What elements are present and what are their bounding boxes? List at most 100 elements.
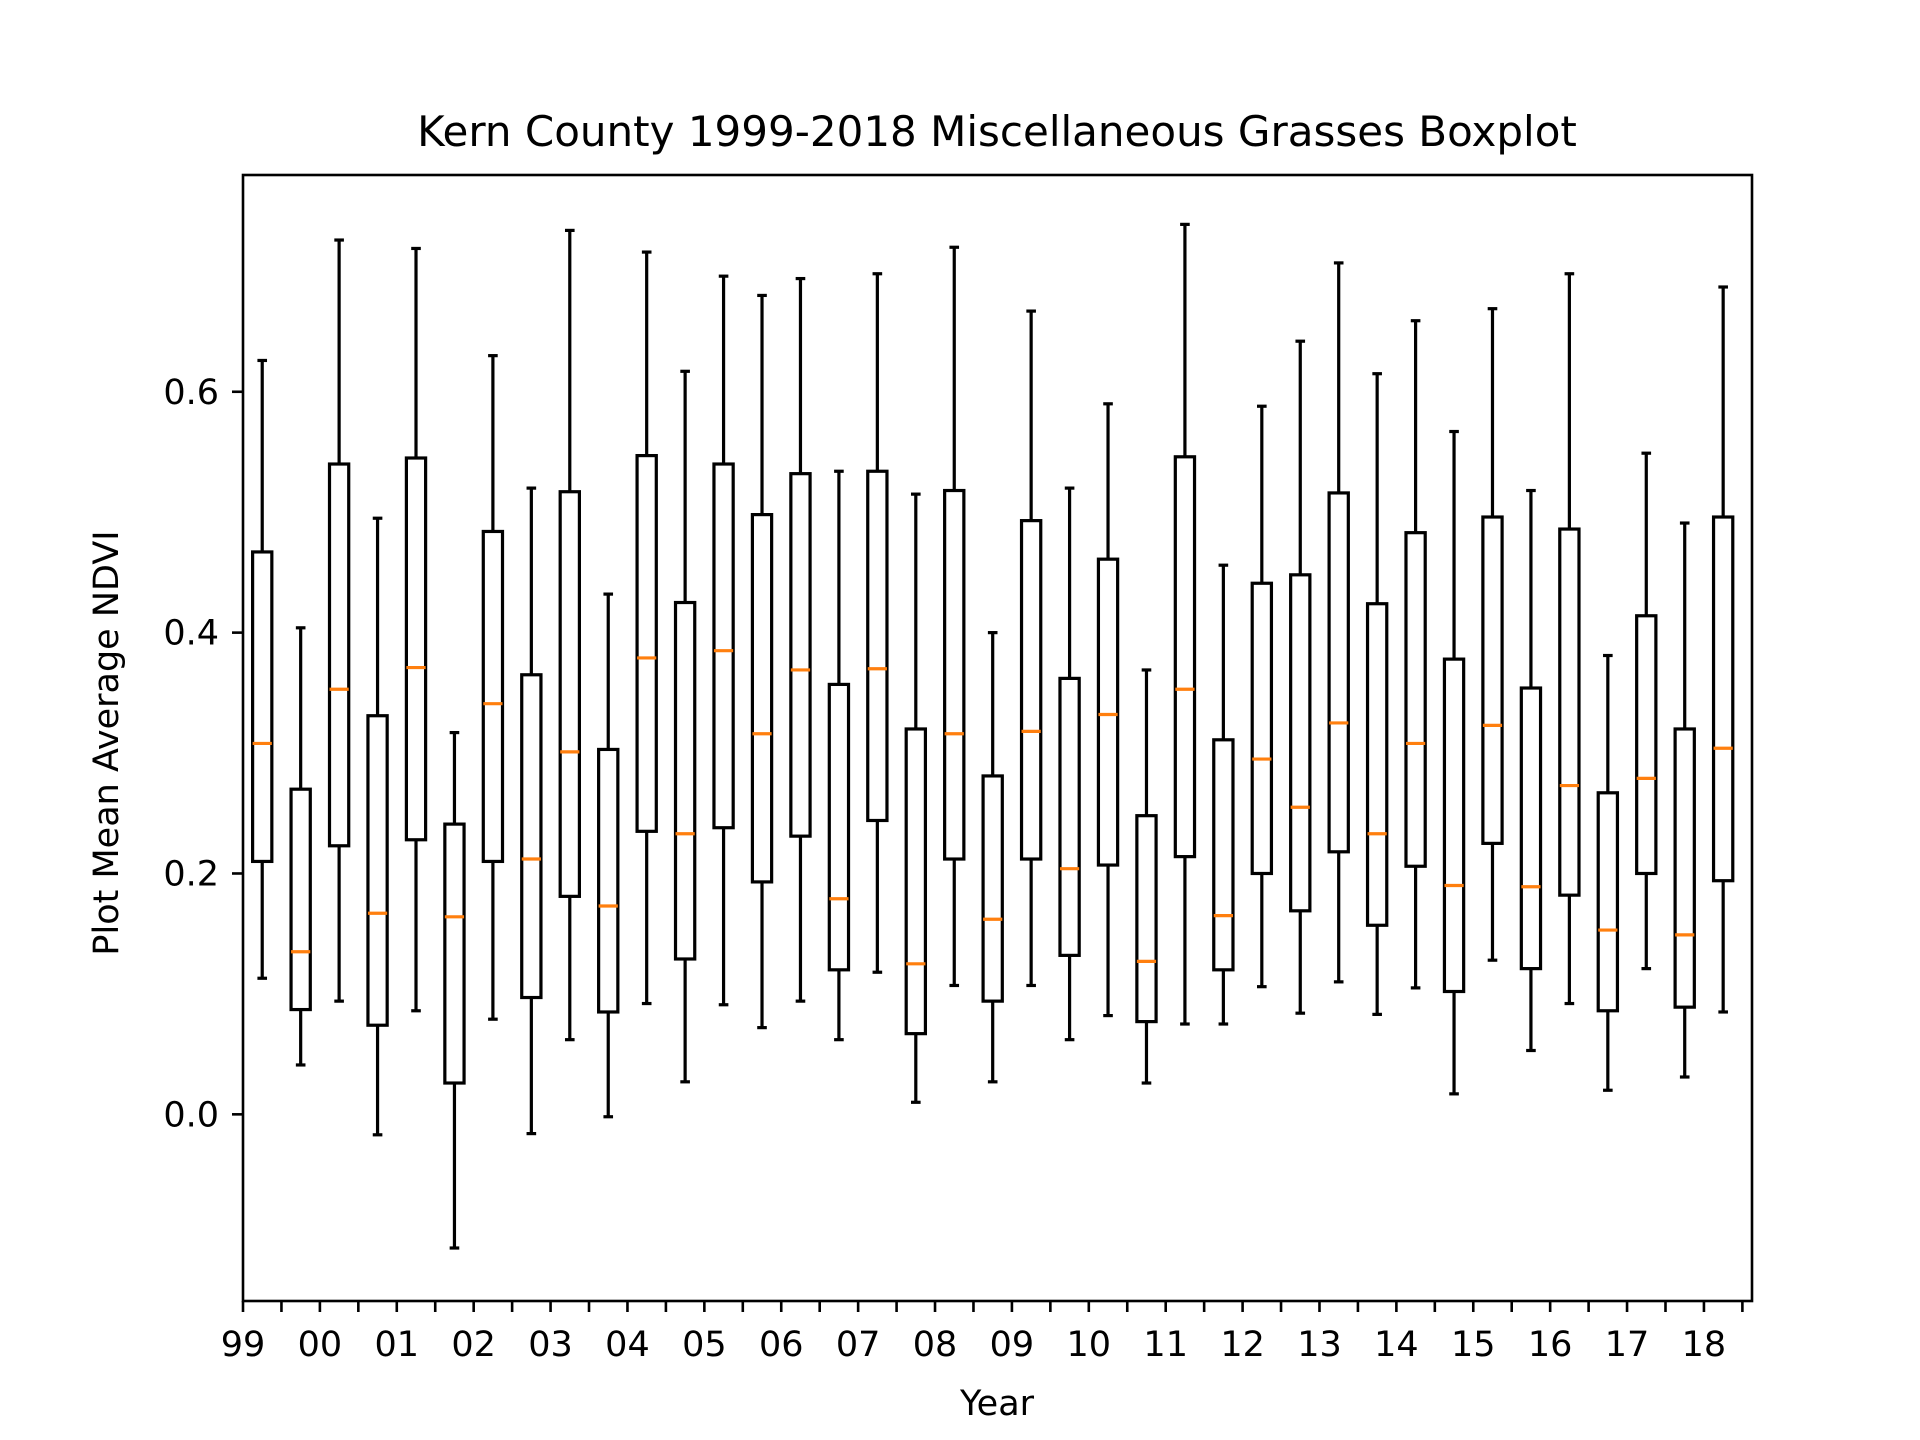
chart-title: Kern County 1999-2018 Miscellaneous Gras… [417, 107, 1577, 156]
iqr-box [981, 774, 1004, 1003]
iqr-box [366, 714, 389, 1027]
x-tick-label: 16 [1528, 1325, 1573, 1365]
iqr-box [289, 787, 312, 1012]
box-group [481, 354, 505, 1021]
x-tick-label: 09 [990, 1325, 1035, 1365]
box-group [981, 631, 1004, 1084]
iqr-box [1135, 814, 1158, 1024]
iqr-box [827, 682, 851, 972]
box-group [597, 592, 620, 1119]
plot-frame [241, 173, 1754, 1303]
box-group [673, 369, 697, 1084]
box-group [558, 228, 582, 1042]
iqr-box [1327, 491, 1350, 854]
iqr-box [481, 529, 505, 864]
x-tick-label: 11 [1143, 1325, 1188, 1365]
box-group [789, 276, 812, 1003]
x-tick-label: 00 [298, 1325, 343, 1365]
y-tick-label: 0.0 [163, 1095, 219, 1135]
x-tick-label: 06 [759, 1325, 804, 1365]
x-tick-label: 01 [375, 1325, 420, 1365]
box-group [1250, 404, 1274, 989]
box-group [1635, 451, 1658, 971]
iqr-box [789, 472, 812, 838]
box-group [1173, 222, 1197, 1026]
iqr-box [1711, 515, 1735, 883]
box-group [1019, 309, 1043, 988]
box-group [1135, 668, 1158, 1085]
x-tick-label: 99 [221, 1325, 266, 1365]
iqr-box [1519, 686, 1543, 971]
y-axis-title: Plot Mean Average NDVI [87, 530, 127, 955]
iqr-box [404, 456, 428, 842]
box-group [1365, 372, 1389, 1016]
axes-layer: 0.0 0.2 0.4 0.6 99 00 01 02 03 04 05 06 07 08 09 10 11 12… [163, 173, 1754, 1365]
box-group [520, 486, 543, 1136]
x-tick-label: 05 [682, 1325, 727, 1365]
box-group [635, 250, 658, 1006]
box-group [1558, 272, 1581, 1006]
iqr-box [520, 673, 543, 1000]
iqr-box [251, 550, 274, 864]
iqr-box [635, 453, 658, 833]
box-group [866, 272, 889, 974]
iqr-box [1019, 519, 1043, 861]
iqr-box [1289, 573, 1312, 913]
box-group [1519, 488, 1543, 1053]
x-tick-label: 18 [1682, 1325, 1727, 1365]
box-group [1596, 653, 1620, 1092]
box-group [366, 516, 389, 1137]
iqr-box [1404, 531, 1427, 868]
iqr-box [1212, 738, 1235, 972]
box-group [712, 274, 735, 1007]
x-tick-label: 13 [1297, 1325, 1342, 1365]
x-tick-label: 02 [451, 1325, 496, 1365]
box-group [1327, 261, 1350, 984]
box-group [827, 469, 851, 1042]
iqr-box [1558, 527, 1581, 897]
iqr-box [904, 727, 928, 1036]
iqr-box [1365, 602, 1389, 927]
iqr-box [866, 469, 889, 823]
x-tick-label: 17 [1605, 1325, 1650, 1365]
iqr-box [443, 822, 466, 1085]
x-tick-label: 15 [1451, 1325, 1496, 1365]
box-group [1442, 429, 1466, 1096]
x-tick-label: 04 [605, 1325, 650, 1365]
box-group [404, 246, 428, 1013]
y-tick-label: 0.6 [163, 373, 219, 413]
iqr-box [1635, 614, 1658, 876]
boxes-layer [251, 222, 1735, 1250]
iqr-box [1442, 657, 1466, 994]
iqr-box [712, 462, 735, 830]
box-group [1481, 307, 1504, 962]
iqr-box [1173, 455, 1197, 859]
x-tick-label: 08 [913, 1325, 958, 1365]
box-group [750, 293, 774, 1030]
iqr-box [558, 490, 582, 898]
y-tick-label: 0.2 [163, 854, 219, 894]
box-group [1289, 339, 1312, 1015]
iqr-box [327, 462, 351, 848]
box-group [251, 358, 274, 980]
y-tick-label: 0.4 [163, 614, 219, 654]
x-tick-label: 12 [1220, 1325, 1265, 1365]
box-group [289, 626, 312, 1067]
box-group [1058, 486, 1081, 1042]
x-tick-label: 07 [836, 1325, 881, 1365]
box-group [1673, 521, 1696, 1079]
iqr-box [1058, 676, 1081, 957]
x-tick-label: 14 [1374, 1325, 1419, 1365]
iqr-box [1481, 515, 1504, 845]
x-tick-label: 03 [528, 1325, 573, 1365]
x-tick-label: 10 [1067, 1325, 1112, 1365]
box-group [943, 245, 966, 988]
iqr-box [1596, 791, 1620, 1013]
iqr-box [750, 513, 774, 884]
box-group [443, 730, 466, 1250]
box-group [1711, 285, 1735, 1014]
box-group [1096, 402, 1120, 1018]
